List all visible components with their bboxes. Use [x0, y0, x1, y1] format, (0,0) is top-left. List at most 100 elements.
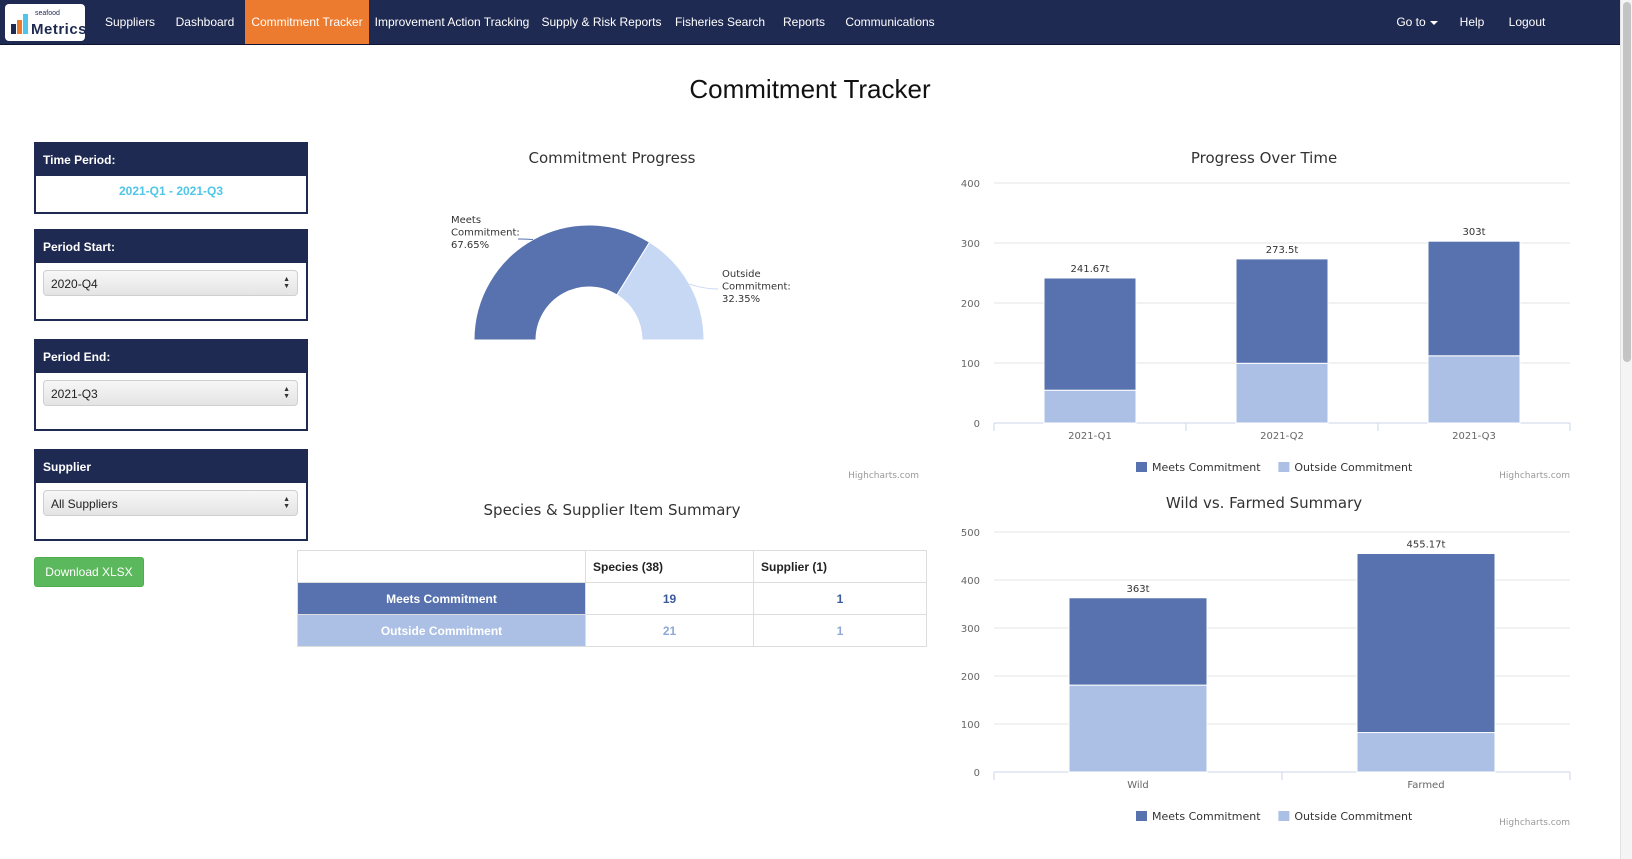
period-end-heading: Period End:	[36, 341, 306, 373]
period-end-panel: Period End: 2021-Q3 ▲ ▼	[34, 339, 308, 431]
nav-go-to-label: Go to	[1396, 15, 1426, 29]
time-period-value: 2021-Q1 - 2021-Q3	[118, 184, 224, 198]
wild-vs-farmed-chart: Wild vs. Farmed Summary 0 100 200 300 400 500…	[961, 494, 1571, 828]
outside-species-count[interactable]: 21	[585, 614, 754, 647]
summary-table: Species (38) Supplier (1) Meets Commitme…	[297, 550, 927, 647]
period-start-heading: Period Start:	[36, 231, 306, 263]
total-label: 363t	[1126, 584, 1149, 595]
highcharts-credit[interactable]: Highcharts.com	[848, 471, 919, 481]
download-xlsx-button[interactable]: Download XLSX	[34, 557, 144, 587]
nav-fisheries-search[interactable]: Fisheries Search	[674, 15, 766, 29]
y-tick-label: 300	[961, 624, 980, 635]
row-label-outside: Outside Commitment	[297, 614, 586, 647]
y-tick-label: 300	[961, 239, 980, 250]
donut-connector	[689, 283, 719, 290]
nav-improvement-action-tracking[interactable]: Improvement Action Tracking	[374, 15, 530, 29]
x-tick-label: 2021-Q3	[1452, 431, 1496, 442]
nav-communications[interactable]: Communications	[845, 15, 935, 29]
bar-meets-commitment-2021-q2[interactable]	[1235, 258, 1329, 364]
nav-help[interactable]: Help	[1459, 15, 1485, 29]
logo[interactable]: seafood Metrics	[5, 4, 88, 41]
legend-item-outside-commitment[interactable]: Outside Commitment	[1294, 461, 1413, 474]
page-title: Commitment Tracker	[689, 74, 931, 104]
bar-meets-commitment-farmed[interactable]	[1356, 553, 1496, 734]
caret-down-icon	[1429, 20, 1438, 25]
y-tick-label: 0	[974, 768, 980, 779]
donut-connector	[517, 238, 534, 241]
logo-text: Metrics	[31, 21, 88, 38]
nav-supply-risk-reports[interactable]: Supply & Risk Reports	[541, 15, 662, 29]
x-tick-label: Farmed	[1407, 780, 1444, 791]
time-period-heading: Time Period:	[36, 144, 306, 176]
legend-item-meets-commitment[interactable]: Meets Commitment	[1152, 810, 1261, 823]
chart-legend: Meets Commitment Outside Commitment	[1136, 810, 1413, 823]
legend-swatch-meets-commitment[interactable]	[1136, 462, 1147, 472]
nav-suppliers[interactable]: Suppliers	[104, 15, 156, 29]
select-arrows-icon: ▲ ▼	[283, 496, 290, 510]
highcharts-credit[interactable]: Highcharts.com	[1499, 818, 1570, 828]
select-arrows-icon: ▲ ▼	[283, 276, 290, 290]
table-header-supplier: Supplier (1)	[753, 550, 927, 583]
legend-swatch-outside-commitment[interactable]	[1278, 462, 1290, 472]
table-header-species: Species (38)	[585, 550, 754, 583]
y-tick-label: 500	[961, 528, 980, 539]
outside-supplier-count[interactable]: 1	[753, 614, 927, 647]
donut-label-outside-commitment: Outside Commitment: 32.35%	[722, 269, 791, 305]
bar-meets-commitment-2021-q1[interactable]	[1043, 277, 1137, 391]
period-start-select[interactable]: 2020-Q4 ▲ ▼	[43, 270, 298, 296]
bar-meets-commitment-wild[interactable]	[1068, 597, 1208, 686]
legend-swatch-meets-commitment[interactable]	[1136, 811, 1147, 821]
logo-small-text: seafood	[35, 10, 60, 17]
commitment-progress-chart: Commitment Progress Meets Commitment: 67.6…	[451, 149, 919, 481]
supplier-heading: Supplier	[36, 451, 306, 483]
progress-over-time-chart: Progress Over Time 0 100 200 300 400 241.67t 2…	[961, 149, 1571, 481]
y-tick-label: 400	[961, 179, 980, 190]
table-header-blank	[297, 550, 586, 583]
total-label: 273.5t	[1266, 245, 1299, 256]
bar-outside-commitment-2021-q2[interactable]	[1235, 362, 1329, 424]
chart-title: Wild vs. Farmed Summary	[1166, 494, 1362, 512]
legend-item-outside-commitment[interactable]: Outside Commitment	[1294, 810, 1413, 823]
y-tick-label: 0	[974, 419, 980, 430]
meets-species-count[interactable]: 19	[585, 582, 754, 615]
meets-supplier-count[interactable]: 1	[753, 582, 927, 615]
nav-go-to-dropdown[interactable]: Go to	[1388, 0, 1446, 44]
table-row: Meets Commitment 19 1	[297, 582, 927, 615]
legend-swatch-outside-commitment[interactable]	[1278, 811, 1290, 821]
page-scrollbar[interactable]	[1620, 0, 1632, 859]
donut-label-meets-commitment: Meets Commitment: 67.65%	[451, 215, 520, 251]
nav-dashboard[interactable]: Dashboard	[175, 15, 235, 29]
supplier-value: All Suppliers	[51, 497, 118, 511]
highcharts-credit[interactable]: Highcharts.com	[1499, 471, 1570, 481]
y-tick-label: 100	[961, 359, 980, 370]
time-period-panel: Time Period: 2021-Q1 - 2021-Q3	[34, 142, 308, 214]
legend-item-meets-commitment[interactable]: Meets Commitment	[1152, 461, 1261, 474]
nav-reports[interactable]: Reports	[782, 15, 826, 29]
supplier-select[interactable]: All Suppliers ▲ ▼	[43, 490, 298, 516]
bar-outside-commitment-wild[interactable]	[1068, 684, 1208, 773]
period-end-select[interactable]: 2021-Q3 ▲ ▼	[43, 380, 298, 406]
period-start-value: 2020-Q4	[51, 277, 98, 291]
total-label: 455.17t	[1407, 540, 1446, 551]
y-tick-label: 200	[961, 672, 980, 683]
bar-outside-commitment-2021-q3[interactable]	[1427, 355, 1521, 424]
scrollbar-thumb[interactable]	[1623, 2, 1631, 362]
chart-title: Progress Over Time	[1191, 149, 1337, 167]
chart-legend: Meets Commitment Outside Commitment	[1136, 461, 1413, 474]
bar-meets-commitment-2021-q3[interactable]	[1427, 240, 1521, 357]
period-start-panel: Period Start: 2020-Q4 ▲ ▼	[34, 229, 308, 321]
y-tick-label: 200	[961, 299, 980, 310]
select-arrows-icon: ▲ ▼	[283, 386, 290, 400]
chart-title: Commitment Progress	[529, 149, 696, 167]
x-tick-label: Wild	[1127, 780, 1149, 791]
total-label: 303t	[1462, 227, 1485, 238]
y-tick-label: 400	[961, 576, 980, 587]
bar-outside-commitment-2021-q1[interactable]	[1043, 389, 1137, 424]
nav-logout[interactable]: Logout	[1508, 15, 1546, 29]
total-label: 241.67t	[1071, 264, 1110, 275]
bar-outside-commitment-farmed[interactable]	[1356, 732, 1496, 773]
nav-commitment-tracker[interactable]: Commitment Tracker	[245, 0, 369, 44]
donut-slice-outside-commitment[interactable]	[616, 241, 705, 341]
x-tick-label: 2021-Q2	[1260, 431, 1304, 442]
donut-slice-meets-commitment[interactable]	[473, 224, 651, 341]
